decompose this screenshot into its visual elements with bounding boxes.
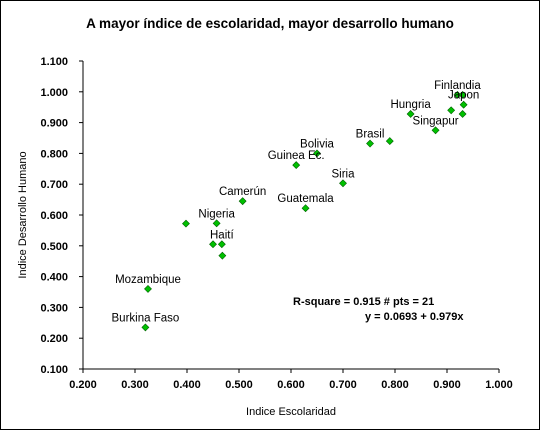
data-point [218,251,227,260]
point-label: Haití [210,229,234,241]
y-tick-label: 0.700 [40,179,68,191]
data-point [238,197,247,206]
y-tick-label: 0.300 [40,302,68,314]
data-point [447,106,456,115]
x-axis-label: Indice Escolaridad [246,406,336,418]
data-point [209,240,217,249]
data-point [431,126,440,135]
point-label: Guinea Ec. [268,150,325,162]
point-label: Finlandia [434,80,481,92]
point-label: Burkina Faso [112,312,180,324]
tick-labels: 0.200 0.300 0.400 0.500 0.600 0.700 0.800 0.900… [40,56,512,391]
data-point [458,110,467,118]
point-labels: Burkina Faso Mozambique Nigeria Haití Camerú… [112,80,482,325]
chart-title: A mayor índice de escolaridad, mayor des… [86,16,454,31]
data-point [406,110,415,118]
data-point [366,139,374,148]
point-label: Singapur [413,115,459,127]
point-label: Siria [331,168,355,180]
data-point [301,204,310,213]
stats-line-2: y = 0.0693 + 0.979x [365,311,464,323]
y-tick-label: 0.400 [40,272,68,284]
y-tick-label: 1.100 [40,56,68,68]
x-tick-label: 0.700 [329,379,357,391]
data-point [182,219,190,228]
point-label: Mozambique [115,274,181,286]
y-tick-label: 0.900 [40,118,68,130]
data-point [458,90,467,99]
data-point [217,240,226,249]
y-tick-label: 1.000 [40,87,68,99]
data-point [141,323,150,332]
stats-line-1: R-square = 0.915 # pts = 21 [293,296,434,308]
point-label: Bolivia [300,138,334,150]
data-point [385,137,394,146]
y-tick-label: 0.500 [40,241,68,253]
x-tick-label: 0.500 [225,379,253,391]
data-points [141,90,468,332]
point-label: Camerún [219,186,266,198]
point-label: Hungria [390,99,431,111]
data-point [459,100,468,109]
x-tick-label: 0.600 [277,379,305,391]
x-tick-label: 0.200 [69,379,97,391]
data-point [453,90,462,99]
x-tick-label: 0.400 [173,379,201,391]
point-label: Japon [448,90,479,102]
data-point [313,149,321,158]
y-tick-label: 0.600 [40,210,68,222]
point-label: Guatemala [277,193,334,205]
point-label: Nigeria [198,208,235,220]
y-tick-label: 0.800 [40,148,68,160]
x-tick-label: 1.000 [485,379,513,391]
y-tick-label: 0.200 [40,333,68,345]
data-point [212,219,221,228]
data-point [292,161,301,170]
y-tick-label: 0.100 [40,364,68,376]
point-label: Brasil [356,129,385,141]
x-tick-label: 0.900 [433,379,461,391]
data-point [144,284,152,293]
y-axis-label: Indice Desarrollo Humano [17,151,29,278]
x-tick-label: 0.300 [121,379,149,391]
x-tick-label: 0.800 [381,379,409,391]
data-point [339,179,347,188]
